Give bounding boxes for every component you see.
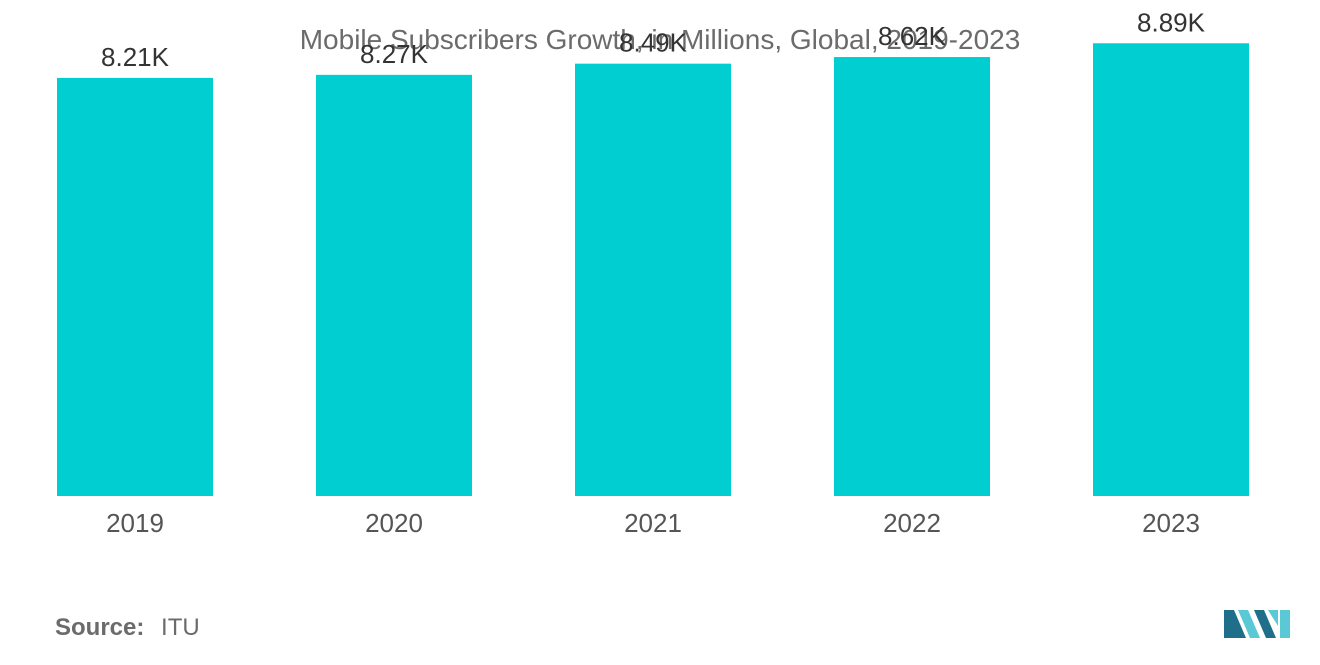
bar-chart: 8.21K 2019 8.27K 2020 8.49K 2021 8.62K 2022 8.89… xyxy=(57,7,1249,538)
data-label-2021: 8.49K xyxy=(619,28,688,58)
bar-2021 xyxy=(575,63,731,496)
x-tick-label-2022: 2022 xyxy=(883,508,941,538)
bar-2023 xyxy=(1093,43,1249,496)
chart-title: Mobile Subscribers Growth, in Millions, … xyxy=(299,24,1021,55)
bar-2019 xyxy=(57,77,213,496)
x-tick-label-2021: 2021 xyxy=(624,508,682,538)
company-logo-icon xyxy=(1224,610,1290,638)
x-tick-label-2023: 2023 xyxy=(1142,508,1200,538)
data-label-2022: 8.62K xyxy=(878,21,947,51)
data-label-2023: 8.89K xyxy=(1137,7,1206,37)
bar-2020 xyxy=(316,74,472,497)
source-value: ITU xyxy=(161,614,200,641)
source-note: Source: ITU xyxy=(55,614,200,642)
source-label: Source: xyxy=(55,614,145,641)
data-label-2019: 8.21K xyxy=(101,42,170,72)
x-tick-label-2019: 2019 xyxy=(106,508,164,538)
x-tick-label-2020: 2020 xyxy=(365,508,423,538)
data-label-2020: 8.27K xyxy=(360,39,429,69)
bar-2022 xyxy=(834,57,990,496)
